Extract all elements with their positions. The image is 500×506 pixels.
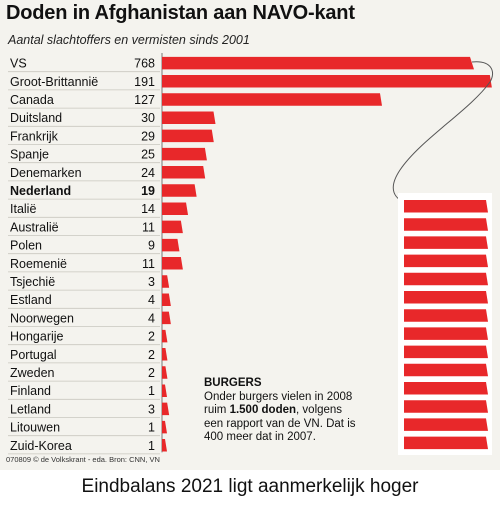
bar-continuation-segment: [404, 218, 488, 231]
bar-continuation-segment: [404, 400, 488, 413]
bar: [162, 111, 216, 124]
category-label: Duitsland: [10, 111, 62, 125]
bar-continuation-segment: [404, 236, 488, 249]
caption: Eindbalans 2021 ligt aanmerkelijk hoger: [81, 476, 419, 497]
bar: [162, 56, 474, 70]
bar-continuation-segment: [404, 418, 488, 431]
bar-continuation-segment: [404, 200, 488, 213]
value-label: 19: [141, 184, 155, 198]
note-line-4: 400 meer dat in 2007.: [204, 431, 316, 444]
category-label: Denemarken: [10, 166, 82, 180]
category-label: Spanje: [10, 148, 49, 162]
value-label: 1: [148, 439, 155, 453]
category-label: Letland: [10, 402, 51, 416]
note-line-2-pre: ruim: [204, 404, 230, 417]
bar: [162, 238, 180, 252]
bar: [162, 166, 206, 179]
category-label: Zuid-Korea: [10, 439, 72, 453]
category-label: Nederland: [10, 184, 71, 198]
note-line-2-bold: 1.500 doden: [229, 404, 297, 417]
category-label: Finland: [10, 384, 51, 398]
value-label: 25: [141, 148, 155, 162]
civilians-note: BURGERS Onder burgers vielen in 2008 rui…: [204, 377, 394, 445]
note-line-2-post: , volgens: [296, 404, 343, 417]
note-line-1: Onder burgers vielen in 2008: [204, 390, 353, 403]
bar: [162, 329, 168, 343]
value-label: 3: [148, 402, 155, 416]
chart-title: Doden in Afghanistan aan NAVO-kant: [6, 2, 355, 24]
value-label: 4: [148, 311, 155, 325]
category-label: Italië: [10, 202, 36, 216]
value-label: 3: [148, 275, 155, 289]
bar: [162, 275, 170, 288]
continuation-panel: [398, 193, 492, 455]
category-label: Hongarije: [10, 330, 64, 344]
value-label: 1: [148, 384, 155, 398]
bar-continuation-segment: [404, 382, 488, 395]
value-label: 2: [148, 348, 155, 362]
category-label: Australië: [10, 220, 59, 234]
chart-subtitle: Aantal slachtoffers en vermisten sinds 2…: [8, 33, 250, 47]
category-label: Frankrijk: [10, 129, 59, 143]
bar: [162, 439, 167, 452]
value-label: 24: [141, 166, 155, 180]
bar-continuation-segment: [404, 345, 488, 359]
bar: [162, 402, 170, 416]
category-label: Tsjechië: [10, 275, 55, 289]
bar: [162, 384, 167, 397]
bar-continuation-segment: [404, 363, 488, 377]
bar: [162, 366, 168, 379]
value-label: 2: [148, 330, 155, 344]
bar: [162, 420, 167, 434]
category-label: Estland: [10, 293, 52, 307]
category-label: Zweden: [10, 366, 55, 380]
bar: [162, 257, 183, 270]
bar: [162, 293, 171, 306]
category-label: VS: [10, 57, 27, 71]
note-line-2: ruim 1.500 doden, volgens: [204, 404, 394, 418]
value-label: 11: [142, 257, 155, 271]
category-label: Roemenië: [10, 257, 67, 271]
category-label: Litouwen: [10, 421, 60, 435]
category-label: Noorwegen: [10, 311, 74, 325]
note-line-3: een rapport van de VN. Dat is: [204, 417, 356, 430]
source-credit: 070809 © de Volkskrant - eda. Bron: CNN,…: [6, 455, 160, 464]
bar-continuation-segment: [404, 327, 488, 340]
value-label: 768: [134, 57, 155, 71]
value-label: 11: [142, 220, 155, 234]
value-label: 127: [134, 93, 155, 107]
bar: [162, 311, 171, 325]
bar: [162, 202, 189, 215]
break-connector: [392, 61, 494, 206]
value-label: 14: [141, 202, 155, 216]
value-label: 4: [148, 293, 155, 307]
bar-continuation-segment: [404, 254, 488, 268]
bar: [162, 93, 382, 106]
bar-continuation-segment: [404, 436, 488, 450]
category-label: Canada: [10, 93, 54, 107]
note-heading: BURGERS: [204, 377, 262, 389]
chart-panel: Doden in Afghanistan aan NAVO-kant Aanta…: [0, 0, 500, 470]
bar: [162, 147, 207, 161]
category-label: Groot-Brittannië: [10, 75, 98, 89]
bar: [162, 129, 214, 143]
value-label: 30: [141, 111, 155, 125]
value-label: 1: [148, 421, 155, 435]
category-label: Polen: [10, 239, 42, 253]
value-label: 2: [148, 366, 155, 380]
value-label: 9: [148, 239, 155, 253]
bar-continuation-segment: [404, 272, 488, 286]
bar: [162, 348, 168, 361]
bar-continuation-segment: [404, 309, 488, 322]
bar: [162, 220, 183, 234]
value-label: 29: [141, 129, 155, 143]
bar-continuation-segment: [404, 291, 488, 304]
category-label: Portugal: [10, 348, 57, 362]
bar: [162, 184, 197, 197]
bar: [162, 75, 492, 88]
value-label: 191: [134, 75, 155, 89]
